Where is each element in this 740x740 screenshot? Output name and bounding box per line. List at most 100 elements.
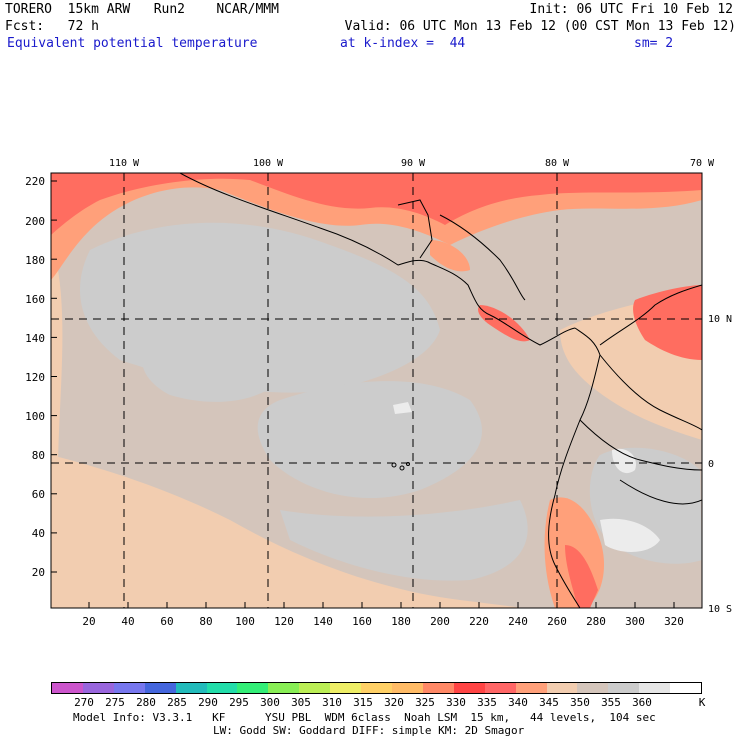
y-tick-label: 140	[25, 332, 45, 345]
field-grey-central	[257, 381, 482, 499]
smoothing-value: sm= 2	[634, 36, 674, 51]
axis-ticks	[51, 173, 703, 609]
field-hot-north	[51, 173, 702, 235]
legend-label: 290	[198, 696, 218, 709]
galapagos-2	[399, 465, 405, 471]
legend-label: 355	[601, 696, 621, 709]
y-tick-label: 80	[32, 449, 45, 462]
legend-label: 285	[167, 696, 187, 709]
field-white-spot	[393, 402, 412, 414]
field-grey-west	[141, 336, 290, 402]
legend-label: 270	[74, 696, 94, 709]
x-tick-label: 140	[313, 615, 333, 628]
field-name: Equivalent potential temperature	[7, 36, 258, 51]
field-south-band-2	[51, 520, 332, 608]
y-tick-label: 20	[32, 566, 45, 579]
x-tick-label: 200	[430, 615, 450, 628]
x-tick-label: 260	[547, 615, 567, 628]
field-guatemala-warm	[430, 240, 470, 272]
legend-swatch	[608, 683, 640, 693]
legend-unit: K	[699, 696, 706, 709]
legend-swatch	[175, 683, 207, 693]
legend-swatch	[82, 683, 114, 693]
legend-label: 345	[539, 696, 559, 709]
legend-label: 305	[291, 696, 311, 709]
legend-label: 340	[508, 696, 528, 709]
x-tick-label: 180	[391, 615, 411, 628]
x-tick-label: 320	[664, 615, 684, 628]
legend-swatch	[52, 683, 83, 693]
legend-label: 330	[446, 696, 466, 709]
legend-label: 310	[322, 696, 342, 709]
x-tick-labels: 20 40 60 80 100 120 140 160 180 200 220 …	[82, 615, 684, 628]
x-tick-label: 20	[82, 615, 95, 628]
footer-physics-info: LW: Godd SW: Goddard DIFF: simple KM: 2D…	[213, 724, 525, 737]
legend-swatch	[299, 683, 331, 693]
lat-label: 10 S	[708, 604, 732, 615]
x-tick-label: 80	[199, 615, 212, 628]
coast-mexico-centralam	[179, 173, 576, 346]
x-tick-label: 60	[160, 615, 173, 628]
legend-swatch	[639, 683, 671, 693]
y-tick-label: 160	[25, 293, 45, 306]
lon-label: 80 W	[545, 158, 570, 169]
legend-swatch	[391, 683, 423, 693]
field-west-band	[51, 240, 63, 470]
coast-south-america-north	[599, 284, 702, 346]
y-tick-label: 220	[25, 175, 45, 188]
legend-swatch	[422, 683, 454, 693]
legend-swatch	[268, 683, 300, 693]
lat-label: 10 N	[708, 314, 732, 325]
map-frame	[50, 172, 703, 609]
footer-model-info: Model Info: V3.3.1 KF YSU PBL WDM 6class…	[73, 711, 656, 724]
field-white-andes-2	[612, 448, 636, 474]
legend-swatch	[577, 683, 609, 693]
x-tick-label: 280	[586, 615, 606, 628]
x-tick-label: 220	[469, 615, 489, 628]
header-forecast-hour: Fcst: 72 h	[5, 19, 99, 34]
graticule	[51, 173, 702, 608]
map-field	[51, 173, 702, 608]
legend-label: 360	[632, 696, 652, 709]
lon-label: 100 W	[253, 158, 284, 169]
legend-swatch	[515, 683, 547, 693]
field-warm-north	[51, 173, 702, 280]
legend-label: 315	[353, 696, 373, 709]
y-tick-label: 40	[32, 527, 45, 540]
legend-label: 280	[136, 696, 156, 709]
legend-label: 325	[415, 696, 435, 709]
legend-swatch	[453, 683, 485, 693]
lon-labels: 110 W 100 W 90 W 80 W 70 W	[109, 158, 715, 169]
legend-swatch	[330, 683, 362, 693]
header-model-title: TORERO 15km ARW Run2 NCAR/MMM	[5, 2, 279, 17]
y-tick-label: 120	[25, 371, 45, 384]
coast-south-america-west	[548, 327, 601, 608]
legend-swatch	[206, 683, 238, 693]
lon-label: 70 W	[690, 158, 715, 169]
x-tick-label: 300	[625, 615, 645, 628]
legend-colorbar	[51, 682, 702, 694]
border-colombia	[599, 354, 702, 431]
y-tick-label: 180	[25, 254, 45, 267]
field-grey-south	[280, 500, 528, 581]
y-tick-label: 200	[25, 215, 45, 228]
y-tick-labels: 220 200 180 160 140 120 100 80 60 40 20	[25, 175, 45, 579]
legend-label: 350	[570, 696, 590, 709]
x-tick-label: 100	[235, 615, 255, 628]
legend-label: 295	[229, 696, 249, 709]
header-valid-time: Valid: 06 UTC Mon 13 Feb 12 (00 CST Mon …	[344, 19, 736, 34]
coastlines	[179, 173, 702, 608]
field-east-hot	[633, 285, 702, 360]
header-init-time: Init: 06 UTC Fri 10 Feb 12	[529, 2, 734, 17]
level-index: at k-index = 44	[340, 36, 466, 51]
field-coast-hot	[565, 545, 598, 608]
x-tick-label: 40	[121, 615, 134, 628]
legend-swatch	[484, 683, 516, 693]
legend-swatch	[361, 683, 392, 693]
legend-swatch	[546, 683, 578, 693]
legend-swatch	[144, 683, 176, 693]
border-peru-brazil	[619, 479, 702, 505]
legend-swatch	[113, 683, 145, 693]
lon-label: 90 W	[401, 158, 426, 169]
